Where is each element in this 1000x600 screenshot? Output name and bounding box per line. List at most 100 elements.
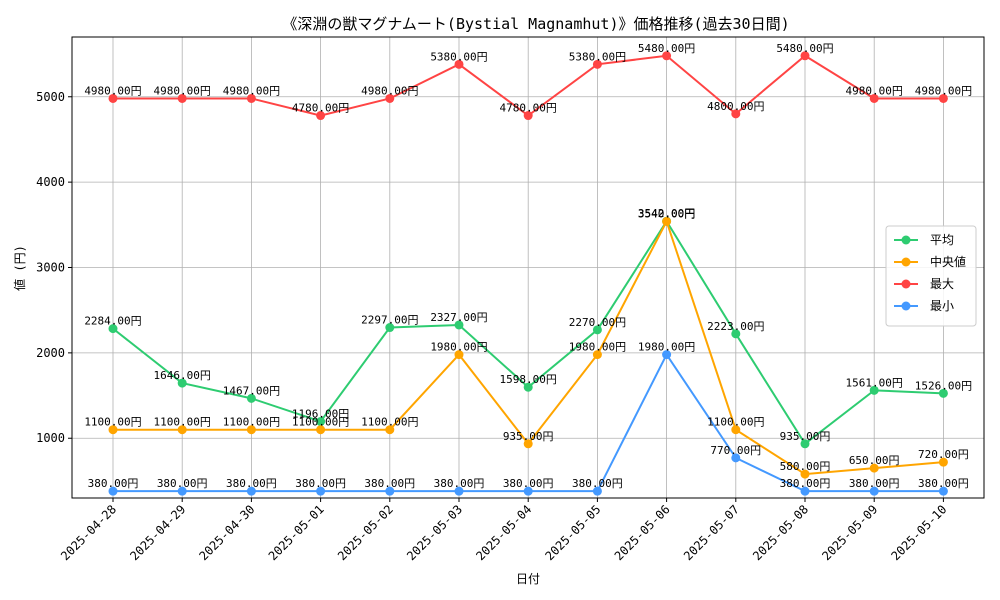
series-最大-data-label: 4980.00円	[84, 84, 141, 97]
x-tick-label: 2025-05-09	[819, 502, 880, 563]
series-最大-data-label: 4800.00円	[707, 100, 764, 113]
series-中央値-data-label: 1100.00円	[223, 416, 280, 429]
series-平均-point	[592, 325, 602, 335]
series-中央値-point	[731, 425, 741, 435]
series-平均-data-label: 1646.00円	[154, 369, 211, 382]
series-最小-data-label: 770.00円	[710, 444, 761, 457]
series-中央値-point	[246, 425, 256, 435]
legend-swatch-marker	[901, 279, 911, 289]
series-最小-point	[869, 486, 879, 496]
series-中央値-point	[592, 350, 602, 360]
series-中央値-data-label: 580.00円	[780, 460, 831, 473]
series-平均-data-label: 1467.00円	[223, 384, 280, 397]
x-tick-label: 2025-05-03	[404, 502, 465, 563]
series-中央値-point	[454, 350, 464, 360]
series-最大-data-label: 4980.00円	[154, 84, 211, 97]
series-中央値-point	[662, 216, 672, 226]
legend-label: 平均	[930, 233, 954, 247]
series-最小-data-label: 380.00円	[226, 477, 277, 490]
legend-label: 中央値	[930, 254, 966, 269]
series-平均-point	[385, 323, 395, 333]
series-最大-point	[385, 93, 395, 103]
x-tick-label: 2025-04-30	[197, 502, 258, 563]
series-最大-point	[731, 109, 741, 119]
y-tick-label: 1000	[36, 431, 65, 445]
series-中央値-point	[385, 425, 395, 435]
y-tick-label: 4000	[36, 175, 65, 189]
x-tick-label: 2025-05-10	[889, 502, 950, 563]
series-平均-point	[731, 329, 741, 339]
series-平均-point	[800, 439, 810, 449]
x-tick-label: 2025-05-01	[266, 502, 327, 563]
series-最小-point	[662, 350, 672, 360]
series-最小-data-label: 380.00円	[503, 477, 554, 490]
x-tick-label: 2025-05-04	[473, 502, 534, 563]
series-最小-point	[246, 486, 256, 496]
legend-box	[885, 225, 977, 327]
legend-swatch-marker	[901, 257, 911, 267]
series-中央値-data-label: 650.00円	[849, 454, 900, 467]
series-最小-point	[385, 486, 395, 496]
series-最大-point	[316, 111, 326, 121]
series-最大-point	[662, 51, 672, 61]
series-最大-data-label: 5480.00円	[776, 42, 833, 55]
series-最大-data-label: 4980.00円	[846, 84, 903, 97]
series-平均-point	[177, 378, 187, 388]
series-最小-data-label: 380.00円	[849, 477, 900, 490]
legend-label: 最小	[930, 299, 954, 313]
series-最小-point	[592, 486, 602, 496]
series-最大-point	[523, 111, 533, 121]
x-tick-label: 2025-05-02	[335, 502, 396, 563]
series-中央値-point	[316, 425, 326, 435]
series-中央値-point	[177, 425, 187, 435]
series-最小-data-label: 380.00円	[572, 477, 623, 490]
legend-label: 最大	[930, 277, 954, 291]
x-tick-label: 2025-05-05	[543, 502, 604, 563]
series-最小-point	[316, 486, 326, 496]
series-最大-point	[108, 93, 118, 103]
series-最小-point	[938, 486, 948, 496]
series-最大-point	[800, 51, 810, 61]
series-最大-point	[246, 93, 256, 103]
series-中央値-data-label: 1980.00円	[430, 341, 487, 354]
series-group	[108, 51, 948, 496]
series-平均-data-label: 1561.00円	[846, 376, 903, 389]
y-tick-label: 5000	[36, 90, 65, 104]
series-最大-point	[454, 59, 464, 69]
series-中央値-point	[869, 463, 879, 473]
series-最大-data-label: 4980.00円	[915, 84, 972, 97]
series-平均-data-label: 1598.00円	[500, 373, 557, 386]
series-平均-data-label: 2223.00円	[707, 320, 764, 333]
series-中央値-data-label: 1100.00円	[84, 416, 141, 429]
series-中央値-data-label: 1100.00円	[361, 416, 418, 429]
series-中央値-data-label: 1100.00円	[292, 416, 349, 429]
x-tick-label: 2025-04-28	[58, 502, 119, 563]
series-平均-data-label: 1196.00円	[292, 408, 349, 421]
series-平均-point	[108, 324, 118, 334]
data-labels: 2284.00円 1646.00円 1467.00円 1196.00円 2297.00円…	[84, 42, 972, 490]
x-tick-label: 2025-05-07	[681, 502, 742, 563]
series-平均-point	[246, 393, 256, 403]
series-最大-data-label: 4780.00円	[292, 102, 349, 115]
series-中央値-data-label: 935.00円	[503, 430, 554, 443]
x-axis: 2025-04-28 2025-04-29 2025-04-30 2025-05-01…	[58, 498, 950, 563]
series-中央値-point	[108, 425, 118, 435]
series-最小-data-label: 380.00円	[157, 477, 208, 490]
x-axis-label: 日付	[516, 572, 540, 586]
series-最小-point	[108, 486, 118, 496]
series-最小-point	[454, 486, 464, 496]
series-最小-point	[177, 486, 187, 496]
series-平均-data-label: 2270.00円	[569, 316, 626, 329]
series-最大-data-label: 5380.00円	[430, 50, 487, 63]
series-平均-data-label: 2327.00円	[430, 311, 487, 324]
legend-swatch-marker	[901, 301, 911, 311]
series-最小-point	[731, 453, 741, 463]
y-axis: 1000 2000 3000 4000 5000	[36, 90, 72, 445]
series-中央値-data-label: 1100.00円	[154, 416, 211, 429]
series-最大-data-label: 5480.00円	[638, 42, 695, 55]
y-axis-label: 値 (円)	[12, 245, 27, 291]
series-平均-point	[869, 385, 879, 395]
series-最小-data-label: 380.00円	[780, 477, 831, 490]
series-最小-point	[523, 486, 533, 496]
series-最大-point	[938, 93, 948, 103]
